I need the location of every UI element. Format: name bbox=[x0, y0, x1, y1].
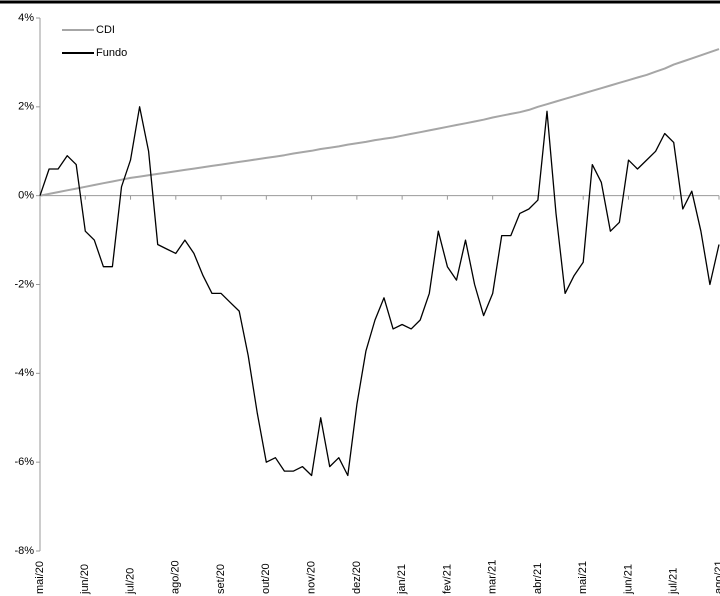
x-tick-label: jun/20 bbox=[79, 564, 91, 595]
x-tick-label: set/20 bbox=[215, 564, 227, 594]
y-tick-label: -2% bbox=[14, 278, 34, 290]
legend-label: CDI bbox=[96, 24, 115, 36]
y-tick-label: -6% bbox=[14, 456, 34, 468]
x-tick-label: nov/20 bbox=[306, 561, 318, 594]
x-tick-label: fev/21 bbox=[441, 564, 453, 594]
x-tick-label: mai/21 bbox=[577, 561, 589, 594]
x-tick-label: out/20 bbox=[260, 563, 272, 594]
x-tick-label: ago/21 bbox=[713, 560, 720, 594]
x-tick-label: abr/21 bbox=[532, 563, 544, 594]
series-line bbox=[39, 106, 720, 477]
y-tick-label: 0% bbox=[18, 190, 34, 202]
x-tick-label: jul/20 bbox=[124, 568, 136, 595]
x-tick-label: jun/21 bbox=[622, 564, 634, 595]
y-tick-label: -4% bbox=[14, 367, 34, 379]
x-tick-label: mai/20 bbox=[34, 561, 46, 594]
x-tick-label: ago/20 bbox=[170, 560, 182, 594]
y-tick-label: -8% bbox=[14, 545, 34, 557]
x-tick-label: jul/21 bbox=[668, 568, 680, 595]
x-tick-label: mar/21 bbox=[487, 560, 499, 594]
x-tick-label: dez/20 bbox=[351, 561, 363, 594]
y-tick-label: 2% bbox=[18, 101, 34, 113]
series-line bbox=[39, 48, 720, 197]
x-tick-label: jan/21 bbox=[396, 564, 408, 595]
legend-label: Fundo bbox=[96, 47, 127, 59]
y-tick-label: 4% bbox=[18, 12, 34, 24]
